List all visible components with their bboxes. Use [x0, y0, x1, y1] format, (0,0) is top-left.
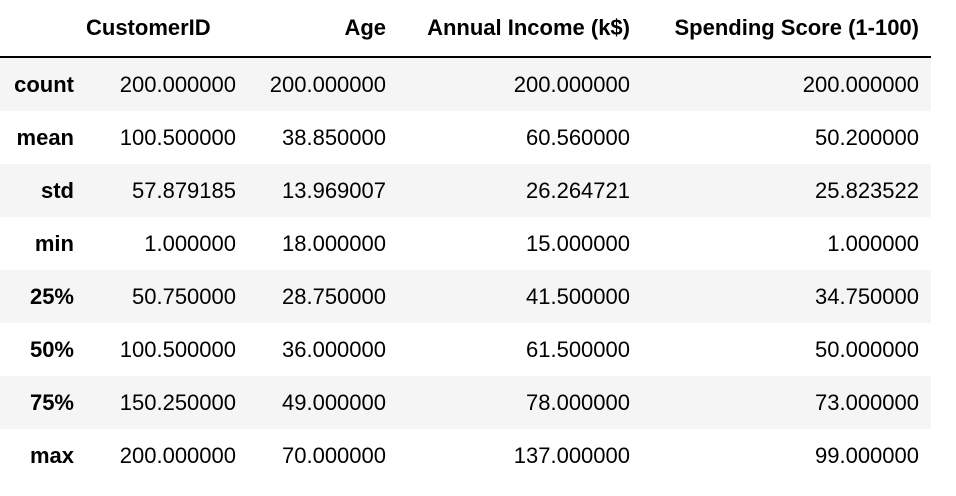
column-header-annual-income: Annual Income (k$): [398, 0, 642, 58]
table-cell: 50.000000: [815, 336, 919, 362]
table-row-min: min 1.000000 18.000000 15.000000 1.00000…: [0, 217, 931, 270]
index-header: [0, 0, 86, 58]
table-cell: 41.500000: [526, 283, 630, 309]
table-cell: 18.000000: [282, 230, 386, 256]
row-label: std: [41, 177, 74, 203]
table-cell: 200.000000: [269, 71, 386, 97]
row-label: 75%: [29, 389, 74, 415]
row-label: max: [29, 442, 74, 468]
row-label: min: [34, 230, 74, 256]
table-row-count: count 200.000000 200.000000 200.000000 2…: [0, 57, 931, 111]
row-label: mean: [16, 124, 74, 150]
table-cell: 200.000000: [119, 442, 236, 468]
table-cell: 50.750000: [132, 283, 236, 309]
table-cell: 13.969007: [282, 177, 386, 203]
table-cell: 34.750000: [815, 283, 919, 309]
table-cell: 15.000000: [526, 230, 630, 256]
table-row-max: max 200.000000 70.000000 137.000000 99.0…: [0, 429, 931, 482]
table-cell: 73.000000: [815, 389, 919, 415]
table-cell: 57.879185: [132, 177, 236, 203]
describe-table: CustomerID Age Annual Income (k$) Spendi…: [0, 0, 931, 482]
table-cell: 60.560000: [526, 124, 630, 150]
table-cell: 99.000000: [815, 442, 919, 468]
table-cell: 50.200000: [815, 124, 919, 150]
column-header-customerid: CustomerID: [86, 0, 248, 58]
table-cell: 150.250000: [119, 389, 236, 415]
column-header-age: Age: [248, 0, 398, 58]
row-label: 50%: [29, 336, 74, 362]
table-cell: 200.000000: [802, 71, 919, 97]
table-cell: 28.750000: [282, 283, 386, 309]
table-cell: 137.000000: [513, 442, 630, 468]
table-cell: 49.000000: [282, 389, 386, 415]
table-row-mean: mean 100.500000 38.850000 60.560000 50.2…: [0, 111, 931, 164]
table-cell: 38.850000: [282, 124, 386, 150]
table-cell: 1.000000: [144, 230, 236, 256]
table-row-50pct: 50% 100.500000 36.000000 61.500000 50.00…: [0, 323, 931, 376]
row-label: 25%: [29, 283, 74, 309]
table-cell: 61.500000: [526, 336, 630, 362]
table-cell: 36.000000: [282, 336, 386, 362]
table-cell: 25.823522: [815, 177, 919, 203]
table-cell: 70.000000: [282, 442, 386, 468]
header-row: CustomerID Age Annual Income (k$) Spendi…: [0, 0, 931, 58]
table-cell: 1.000000: [827, 230, 919, 256]
table-cell: 200.000000: [119, 71, 236, 97]
table-cell: 100.500000: [119, 124, 236, 150]
column-header-spending-score: Spending Score (1-100): [642, 0, 931, 58]
table-cell: 78.000000: [526, 389, 630, 415]
row-label: count: [14, 71, 74, 97]
table-row-75pct: 75% 150.250000 49.000000 78.000000 73.00…: [0, 376, 931, 429]
table-cell: 26.264721: [526, 177, 630, 203]
table-row-25pct: 25% 50.750000 28.750000 41.500000 34.750…: [0, 270, 931, 323]
table-cell: 100.500000: [119, 336, 236, 362]
table-cell: 200.000000: [513, 71, 630, 97]
table-row-std: std 57.879185 13.969007 26.264721 25.823…: [0, 164, 931, 217]
